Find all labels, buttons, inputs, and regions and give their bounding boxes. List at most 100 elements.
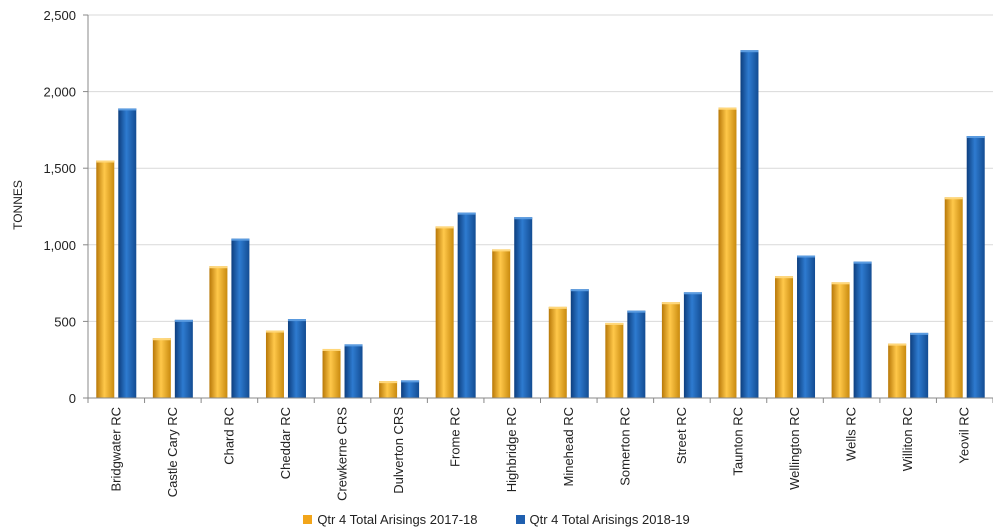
bar-2017-18 (322, 348, 341, 398)
bar-2017-18 (775, 276, 794, 398)
bar-2018-19 (966, 136, 985, 398)
bar-top-highlight (718, 107, 737, 110)
legend-item-2017-18: Qtr 4 Total Arisings 2017-18 (303, 511, 478, 527)
x-tick-label: Yeovil RC (957, 407, 972, 464)
x-tick-label: Somerton RC (617, 407, 632, 486)
x-tick-label: Taunton RC (730, 407, 745, 476)
bar-top-highlight (118, 108, 137, 111)
bar-2018-19 (344, 344, 363, 398)
bar-top-highlight (627, 310, 646, 313)
bar-top-highlight (966, 136, 985, 139)
bars (96, 50, 985, 399)
bar-2018-19 (570, 289, 589, 398)
bar-top-highlight (775, 276, 794, 279)
y-tick-label: 0 (69, 391, 76, 406)
x-tick-label: Wells RC (844, 407, 859, 461)
bar-top-highlight (401, 380, 420, 383)
bar-2018-19 (231, 238, 250, 398)
bar-2018-19 (401, 380, 420, 398)
bar-top-highlight (322, 348, 341, 351)
bar-2017-18 (435, 226, 454, 398)
bar-top-highlight (514, 217, 533, 220)
bar-top-highlight (265, 330, 284, 333)
x-tick-label: Wellington RC (787, 407, 802, 490)
legend-item-2018-19: Qtr 4 Total Arisings 2018-19 (515, 511, 690, 527)
bar-2018-19 (287, 319, 306, 398)
bar-2018-19 (797, 255, 816, 398)
bar-top-highlight (152, 338, 171, 341)
bar-top-highlight (435, 226, 454, 229)
y-tick-label: 1,500 (43, 161, 76, 176)
bar-top-highlight (231, 238, 250, 241)
bar-top-highlight (944, 197, 963, 200)
bar-2018-19 (910, 332, 929, 398)
bar-top-highlight (209, 266, 228, 269)
y-tick-labels: 0 500 1,000 1,500 2,000 2,500 (43, 8, 76, 406)
bar-top-highlight (910, 332, 929, 335)
bar-top-highlight (740, 50, 759, 53)
bar-top-highlight (888, 343, 907, 346)
x-tick-label: Chard RC (221, 407, 236, 465)
legend-label-2018-19: Qtr 4 Total Arisings 2018-19 (529, 511, 690, 527)
x-tick-label: Bridgwater RC (108, 407, 123, 492)
bar-2017-18 (831, 282, 850, 398)
bar-top-highlight (548, 306, 567, 309)
bar-top-highlight (96, 160, 115, 163)
bar-top-highlight (457, 212, 476, 215)
x-tick-label: Highbridge RC (504, 407, 519, 492)
bar-2017-18 (944, 197, 963, 398)
bar-2018-19 (457, 212, 476, 398)
bar-top-highlight (174, 319, 193, 322)
bar-2017-18 (718, 107, 737, 398)
bar-2018-19 (683, 292, 702, 398)
bar-top-highlight (570, 289, 589, 292)
axes (87, 15, 993, 403)
x-tick-labels: Bridgwater RC Castle Cary RC Chard RC Chedd… (108, 407, 971, 501)
bar-2017-18 (605, 322, 624, 398)
bar-2017-18 (152, 338, 171, 398)
y-tick-label: 500 (54, 314, 76, 329)
bar-2018-19 (514, 217, 533, 398)
legend-swatch-2017-18 (303, 514, 313, 524)
y-tick-label: 2,500 (43, 8, 76, 23)
bar-2017-18 (492, 249, 511, 398)
legend: Qtr 4 Total Arisings 2017-18 Qtr 4 Total… (0, 509, 993, 529)
bar-2018-19 (853, 261, 872, 398)
bar-2017-18 (548, 306, 567, 398)
bar-top-highlight (379, 381, 398, 384)
bar-2018-19 (740, 50, 759, 399)
bar-2017-18 (209, 266, 228, 398)
x-tick-label: Williton RC (900, 407, 915, 471)
bar-top-highlight (605, 322, 624, 325)
bar-top-highlight (287, 319, 306, 322)
bar-2017-18 (265, 330, 284, 398)
bar-2018-19 (627, 310, 646, 398)
bar-top-highlight (853, 261, 872, 264)
bar-2018-19 (118, 108, 137, 399)
x-tick-label: Castle Cary RC (165, 407, 180, 497)
legend-swatch-2018-19 (515, 514, 525, 524)
bar-top-highlight (492, 249, 511, 252)
x-tick-label: Minehead RC (561, 407, 576, 487)
bar-top-highlight (683, 292, 702, 295)
bar-2017-18 (96, 160, 115, 398)
y-axis-title: TONNES (11, 180, 25, 230)
legend-label-2017-18: Qtr 4 Total Arisings 2017-18 (317, 511, 478, 527)
x-tick-label: Crewkerne CRS (335, 407, 350, 501)
bar-2018-19 (174, 319, 193, 398)
bar-top-highlight (831, 282, 850, 285)
bar-top-highlight (344, 344, 363, 347)
y-tick-label: 1,000 (43, 238, 76, 253)
bar-top-highlight (661, 302, 680, 305)
x-tick-label: Dulverton CRS (391, 407, 406, 494)
bar-2017-18 (661, 302, 680, 398)
bar-2017-18 (888, 343, 907, 398)
bar-2017-18 (379, 381, 398, 398)
x-tick-label: Cheddar RC (278, 407, 293, 479)
y-tick-label: 2,000 (43, 85, 76, 100)
x-tick-label: Street RC (674, 407, 689, 464)
bar-top-highlight (797, 255, 816, 258)
x-tick-label: Frome RC (448, 407, 463, 467)
